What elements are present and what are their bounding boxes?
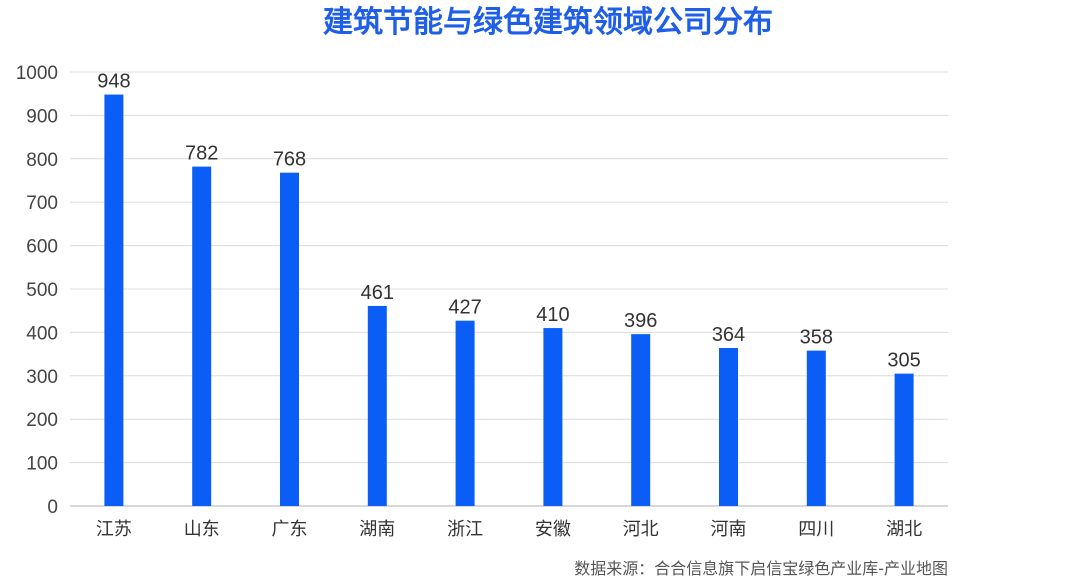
x-tick-label: 河北	[623, 519, 659, 540]
data-label: 948	[97, 71, 130, 93]
y-tick-label: 300	[26, 367, 58, 388]
y-tick-label: 700	[26, 193, 58, 214]
y-axis-ticks: 0 100 200 300 400 500 600 700 800 900 1000	[16, 63, 58, 518]
data-labels: 948 782 768 461 427 410 396 364 358 305	[97, 71, 921, 372]
data-label: 358	[800, 327, 833, 349]
data-label: 305	[887, 350, 920, 372]
bar	[806, 350, 826, 506]
bar	[280, 172, 299, 507]
x-tick-label: 河南	[711, 519, 747, 540]
x-tick-label: 湖南	[359, 519, 395, 540]
source-note: 数据来源：合合信息旗下启信宝绿色产业库-产业地图	[574, 559, 948, 578]
x-tick-label: 浙江	[447, 519, 483, 540]
bar	[719, 348, 738, 506]
x-tick-label: 湖北	[886, 519, 922, 540]
data-label: 461	[361, 282, 394, 304]
x-axis-ticks: 江苏 山东 广东 湖南 浙江 安徽 河北 河南 四川 湖北	[96, 519, 922, 540]
y-tick-label: 0	[47, 497, 58, 518]
data-label: 427	[448, 297, 481, 319]
bars	[104, 94, 914, 507]
bar	[894, 373, 914, 506]
chart-title: 建筑节能与绿色建筑领域公司分布	[323, 5, 773, 40]
x-tick-label: 江苏	[96, 519, 132, 540]
bar	[192, 166, 212, 506]
y-tick-label: 900	[26, 106, 58, 127]
y-tick-label: 500	[26, 280, 58, 301]
y-tick-label: 600	[26, 237, 58, 258]
data-label: 782	[185, 143, 218, 165]
y-tick-label: 1000	[16, 63, 58, 84]
data-label: 364	[712, 324, 745, 346]
x-tick-label: 山东	[184, 519, 220, 540]
data-label: 396	[624, 310, 657, 332]
x-tick-label: 安徽	[535, 519, 571, 540]
bar	[455, 320, 475, 506]
bar	[367, 305, 387, 506]
data-label: 768	[273, 149, 306, 171]
bar	[104, 94, 124, 507]
x-tick-label: 广东	[272, 519, 308, 540]
y-tick-label: 400	[26, 323, 58, 344]
y-tick-label: 200	[26, 410, 58, 431]
bar	[543, 328, 563, 506]
bar	[631, 334, 651, 506]
y-tick-label: 800	[26, 150, 58, 171]
gridlines	[70, 71, 948, 507]
y-tick-label: 100	[26, 454, 58, 475]
data-label: 410	[536, 304, 569, 326]
x-tick-label: 四川	[798, 519, 834, 540]
